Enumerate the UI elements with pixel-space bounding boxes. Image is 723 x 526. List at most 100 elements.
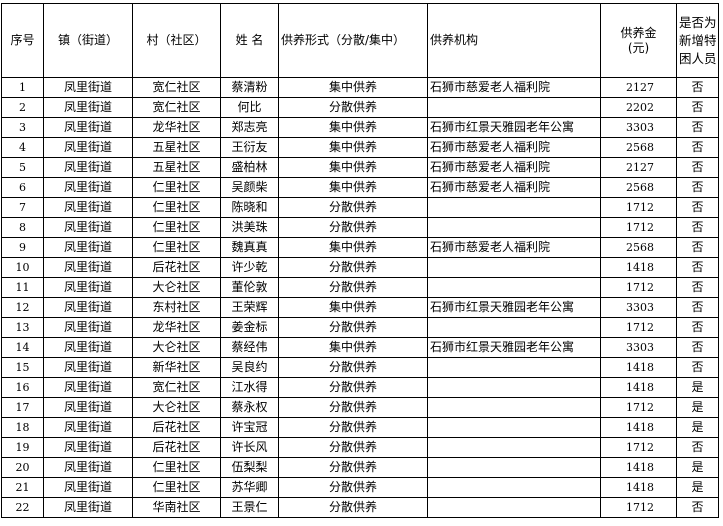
cell-town: 凤里街道: [43, 377, 133, 398]
header-amount: 供养金 (元): [600, 3, 677, 78]
cell-village: 东村社区: [132, 297, 221, 318]
cell-new-member: 否: [676, 97, 719, 118]
cell-amount: 2127: [600, 77, 677, 98]
table-row: 4 凤里街道 五星社区 王衍友 集中供养 石狮市慈爱老人福利院 2568 否: [1, 137, 719, 158]
cell-new-member: 是: [676, 397, 719, 418]
cell-name: 郑志亮: [220, 117, 279, 138]
cell-town: 凤里街道: [43, 77, 133, 98]
cell-name: 江水得: [220, 377, 279, 398]
cell-town: 凤里街道: [43, 297, 133, 318]
cell-name: 蔡经伟: [220, 337, 279, 358]
cell-index: 11: [1, 277, 44, 298]
cell-institution: [427, 317, 601, 338]
cell-amount: 1712: [600, 197, 677, 218]
cell-amount: 1418: [600, 477, 677, 498]
cell-institution: [427, 97, 601, 118]
cell-amount: 3303: [600, 297, 677, 318]
cell-town: 凤里街道: [43, 117, 133, 138]
cell-town: 凤里街道: [43, 437, 133, 458]
table-row: 15 凤里街道 新华社区 吴良约 分散供养 1418 否: [1, 357, 719, 378]
cell-index: 16: [1, 377, 44, 398]
cell-support-type: 分散供养: [278, 317, 428, 338]
cell-village: 仁里社区: [132, 237, 221, 258]
cell-town: 凤里街道: [43, 237, 133, 258]
header-row: 序号 镇（街道） 村（社区） 姓 名 供养形式（分散/集中） 供养机构 供养金(…: [1, 3, 719, 78]
cell-town: 凤里街道: [43, 137, 133, 158]
header-new-member: 是否为新增特困人员: [676, 3, 719, 78]
cell-village: 仁里社区: [132, 217, 221, 238]
cell-village: 宽仁社区: [132, 97, 221, 118]
cell-name: 董伦敦: [220, 277, 279, 298]
cell-institution: [427, 377, 601, 398]
cell-index: 22: [1, 497, 44, 518]
header-support-type: 供养形式（分散/集中）: [278, 3, 428, 78]
table-row: 3 凤里街道 龙华社区 郑志亮 集中供养 石狮市红景天雅园老年公寓 3303 否: [1, 117, 719, 138]
cell-name: 蔡清粉: [220, 77, 279, 98]
table-row: 2 凤里街道 宽仁社区 何比 分散供养 2202 否: [1, 97, 719, 118]
cell-new-member: 是: [676, 457, 719, 478]
table-row: 14 凤里街道 大仑社区 蔡经伟 集中供养 石狮市红景天雅园老年公寓 3303 否: [1, 337, 719, 358]
cell-village: 后花社区: [132, 257, 221, 278]
cell-index: 8: [1, 217, 44, 238]
cell-support-type: 集中供养: [278, 237, 428, 258]
cell-town: 凤里街道: [43, 497, 133, 518]
cell-institution: [427, 357, 601, 378]
cell-name: 许长风: [220, 437, 279, 458]
table-row: 22 凤里街道 华南社区 王景仁 分散供养 1712 否: [1, 497, 719, 518]
cell-village: 大仑社区: [132, 397, 221, 418]
cell-amount: 2568: [600, 237, 677, 258]
cell-new-member: 否: [676, 197, 719, 218]
cell-town: 凤里街道: [43, 317, 133, 338]
cell-institution: [427, 397, 601, 418]
cell-index: 13: [1, 317, 44, 338]
cell-village: 龙华社区: [132, 117, 221, 138]
cell-town: 凤里街道: [43, 397, 133, 418]
cell-index: 17: [1, 397, 44, 418]
cell-index: 10: [1, 257, 44, 278]
cell-support-type: 集中供养: [278, 157, 428, 178]
table-row: 6 凤里街道 仁里社区 吴颜柴 集中供养 石狮市慈爱老人福利院 2568 否: [1, 177, 719, 198]
cell-support-type: 分散供养: [278, 377, 428, 398]
cell-town: 凤里街道: [43, 457, 133, 478]
cell-support-type: 集中供养: [278, 137, 428, 158]
cell-town: 凤里街道: [43, 477, 133, 498]
header-institution: 供养机构: [427, 3, 601, 78]
cell-town: 凤里街道: [43, 257, 133, 278]
table-row: 12 凤里街道 东村社区 王荣辉 集中供养 石狮市红景天雅园老年公寓 3303 否: [1, 297, 719, 318]
cell-new-member: 否: [676, 157, 719, 178]
header-amount-line1: 供养金: [620, 25, 657, 40]
table-row: 10 凤里街道 后花社区 许少乾 分散供养 1418 否: [1, 257, 719, 278]
cell-support-type: 集中供养: [278, 337, 428, 358]
cell-amount: 1712: [600, 277, 677, 298]
table-row: 11 凤里街道 大仑社区 董伦敦 分散供养 1712 否: [1, 277, 719, 298]
cell-new-member: 否: [676, 357, 719, 378]
cell-support-type: 集中供养: [278, 177, 428, 198]
cell-support-type: 分散供养: [278, 417, 428, 438]
cell-amount: 1712: [600, 317, 677, 338]
cell-support-type: 集中供养: [278, 77, 428, 98]
cell-institution: 石狮市慈爱老人福利院: [427, 137, 601, 158]
cell-amount: 1418: [600, 457, 677, 478]
cell-amount: 1712: [600, 437, 677, 458]
cell-new-member: 否: [676, 297, 719, 318]
cell-institution: 石狮市红景天雅园老年公寓: [427, 297, 601, 318]
cell-index: 6: [1, 177, 44, 198]
cell-institution: [427, 477, 601, 498]
cell-town: 凤里街道: [43, 277, 133, 298]
table-row: 17 凤里街道 大仑社区 蔡永权 分散供养 1712 是: [1, 397, 719, 418]
cell-institution: [427, 457, 601, 478]
cell-institution: 石狮市慈爱老人福利院: [427, 177, 601, 198]
cell-index: 19: [1, 437, 44, 458]
cell-index: 7: [1, 197, 44, 218]
cell-new-member: 否: [676, 117, 719, 138]
cell-village: 仁里社区: [132, 197, 221, 218]
cell-village: 仁里社区: [132, 457, 221, 478]
cell-amount: 1418: [600, 257, 677, 278]
cell-name: 许宝冠: [220, 417, 279, 438]
cell-amount: 1418: [600, 377, 677, 398]
cell-support-type: 分散供养: [278, 437, 428, 458]
cell-index: 2: [1, 97, 44, 118]
cell-support-type: 分散供养: [278, 97, 428, 118]
cell-village: 仁里社区: [132, 177, 221, 198]
table-row: 9 凤里街道 仁里社区 魏真真 集中供养 石狮市慈爱老人福利院 2568 否: [1, 237, 719, 258]
